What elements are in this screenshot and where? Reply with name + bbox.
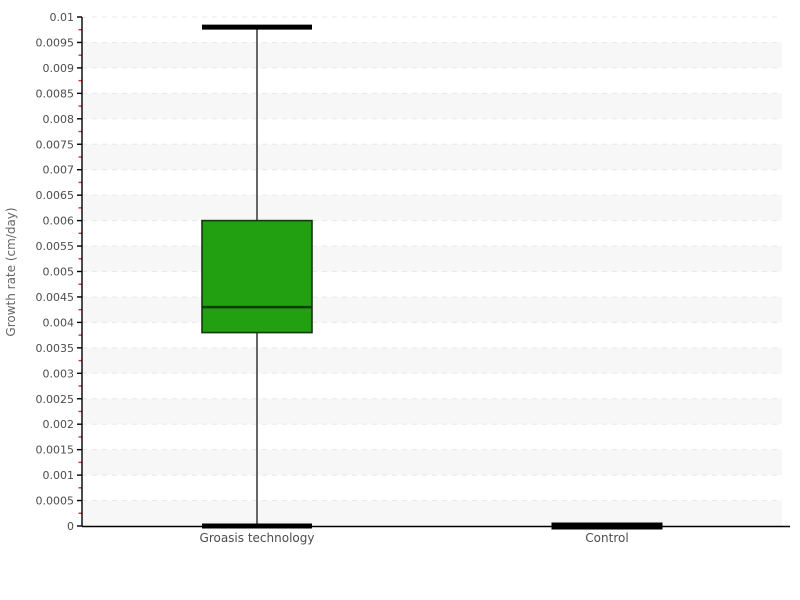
y-tick-label: 0.002 <box>43 418 75 431</box>
band <box>82 195 782 221</box>
band <box>82 246 782 272</box>
gridlines <box>82 16 782 502</box>
band <box>82 398 782 425</box>
y-tick-label: 0.007 <box>43 164 75 177</box>
y-tick-label: 0.0015 <box>36 444 75 457</box>
y-tick-label: 0.0085 <box>36 87 75 100</box>
y-tick-label: 0.003 <box>43 367 75 380</box>
y-tick-label: 0.006 <box>43 215 75 228</box>
y-tick-label: 0.0035 <box>36 342 75 355</box>
box <box>551 522 663 530</box>
y-tick-label: 0.001 <box>43 469 75 482</box>
band <box>82 449 782 476</box>
y-tick-label: 0.0025 <box>36 393 75 406</box>
y-tick-label: 0.0075 <box>36 138 75 151</box>
band <box>82 42 782 68</box>
box <box>201 219 313 334</box>
y-tick-label: 0.004 <box>43 316 75 329</box>
y-tick-label: 0.0045 <box>36 291 75 304</box>
y-tick-label: 0.0005 <box>36 495 75 508</box>
y-tick-label: 0.0065 <box>36 189 75 202</box>
y-tick-label: 0.01 <box>50 11 75 24</box>
x-axis-category-labels: Groasis technology Control <box>200 531 629 545</box>
band <box>82 296 782 323</box>
y-tick-label: 0.009 <box>43 62 75 75</box>
band <box>82 500 782 526</box>
y-axis-ticks <box>77 16 82 527</box>
box-plot-series <box>201 24 663 530</box>
y-axis-title: Growth rate (cm/day) <box>4 207 18 336</box>
y-axis-tick-labels: 0 0.0005 0.001 0.0015 0.002 0.0025 0.003 0.0035… <box>36 11 75 533</box>
y-tick-label: 0.008 <box>43 113 75 126</box>
x-category-label: Control <box>585 531 628 545</box>
band <box>82 93 782 119</box>
y-tick-label: 0 <box>67 520 74 533</box>
band <box>82 347 782 374</box>
band <box>82 144 782 170</box>
y-tick-label: 0.005 <box>43 266 75 279</box>
y-tick-label: 0.0095 <box>36 36 75 49</box>
x-category-label: Groasis technology <box>200 531 315 545</box>
y-tick-label: 0.0055 <box>36 240 75 253</box>
background-bands <box>82 42 782 526</box>
